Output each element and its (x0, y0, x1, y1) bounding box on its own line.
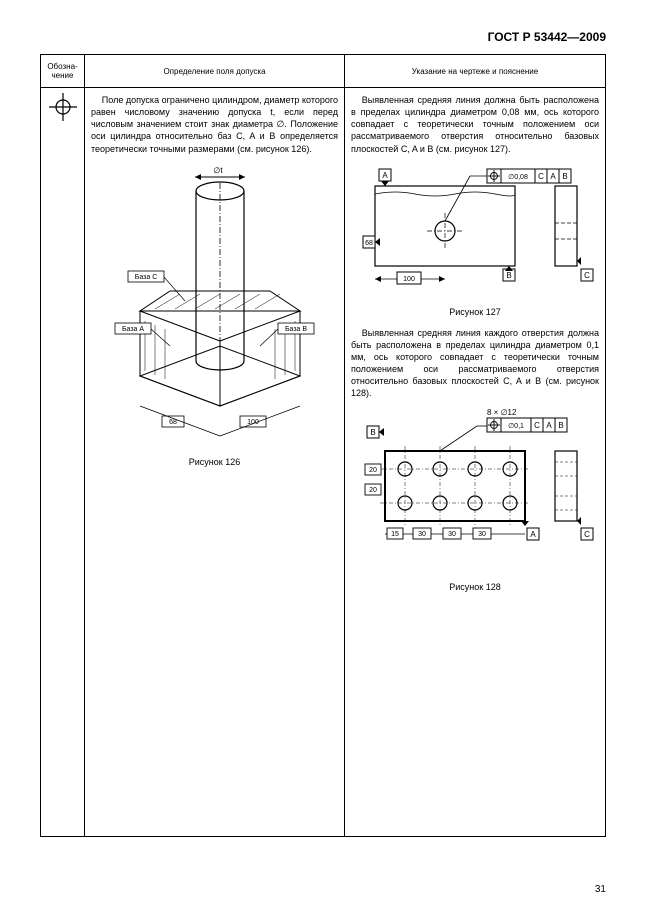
page: ГОСТ Р 53442—2009 Обозна- чение Определе… (0, 0, 646, 913)
figure-127-caption: Рисунок 127 (351, 307, 599, 317)
svg-text:68: 68 (365, 240, 373, 247)
fig126-topdim: ∅t (213, 166, 223, 175)
svg-text:A: A (530, 530, 536, 539)
figure-128-caption: Рисунок 128 (351, 582, 599, 592)
svg-text:B: B (558, 421, 563, 430)
svg-text:30: 30 (418, 531, 426, 538)
svg-text:B: B (562, 172, 567, 181)
fig126-dimA: 68 (169, 419, 177, 426)
main-table: Обозна- чение Определение поля допуска У… (40, 54, 606, 837)
position-symbol-icon (48, 92, 78, 122)
standard-id: ГОСТ Р 53442—2009 (40, 30, 606, 44)
svg-text:A: A (382, 171, 388, 180)
figure-126: ∅t (100, 161, 330, 451)
svg-text:A: A (550, 172, 556, 181)
svg-text:100: 100 (403, 276, 415, 283)
page-number: 31 (595, 884, 606, 895)
svg-text:∅0,1: ∅0,1 (508, 423, 524, 430)
svg-text:B: B (506, 271, 511, 280)
svg-text:30: 30 (478, 531, 486, 538)
svg-text:C: C (538, 172, 544, 181)
header-indication: Указание на чертеже и пояснение (345, 55, 606, 88)
svg-text:15: 15 (391, 531, 399, 538)
svg-text:C: C (584, 530, 590, 539)
header-definition: Определение поля допуска (85, 55, 345, 88)
svg-text:A: A (546, 421, 552, 430)
indication-cell: Выявленная средняя линия должна быть рас… (345, 88, 606, 837)
fig126-baseA: База А (121, 326, 143, 333)
definition-para: Поле допуска ограничено цилиндром, диаме… (91, 94, 338, 155)
svg-text:30: 30 (448, 531, 456, 538)
symbol-cell (41, 88, 85, 837)
svg-text:C: C (534, 421, 540, 430)
svg-text:∅0,08: ∅0,08 (508, 174, 528, 181)
svg-text:20: 20 (369, 467, 377, 474)
figure-128: 8 × ∅12 ∅0,1 C A B (355, 406, 595, 576)
fig126-baseB: База В (284, 326, 306, 333)
definition-cell: Поле допуска ограничено цилиндром, диаме… (85, 88, 345, 837)
indication-para1: Выявленная средняя линия должна быть рас… (351, 94, 599, 155)
svg-text:C: C (584, 271, 590, 280)
svg-text:20: 20 (369, 487, 377, 494)
figure-126-caption: Рисунок 126 (91, 457, 338, 467)
indication-para2: Выявленная средняя линия каждого отверст… (351, 327, 599, 400)
svg-text:8 × ∅12: 8 × ∅12 (487, 408, 517, 417)
header-symbol: Обозна- чение (41, 55, 85, 88)
figure-127: A ∅0,08 C (355, 161, 595, 301)
fig126-baseC: База С (134, 274, 157, 281)
svg-text:B: B (370, 428, 375, 437)
